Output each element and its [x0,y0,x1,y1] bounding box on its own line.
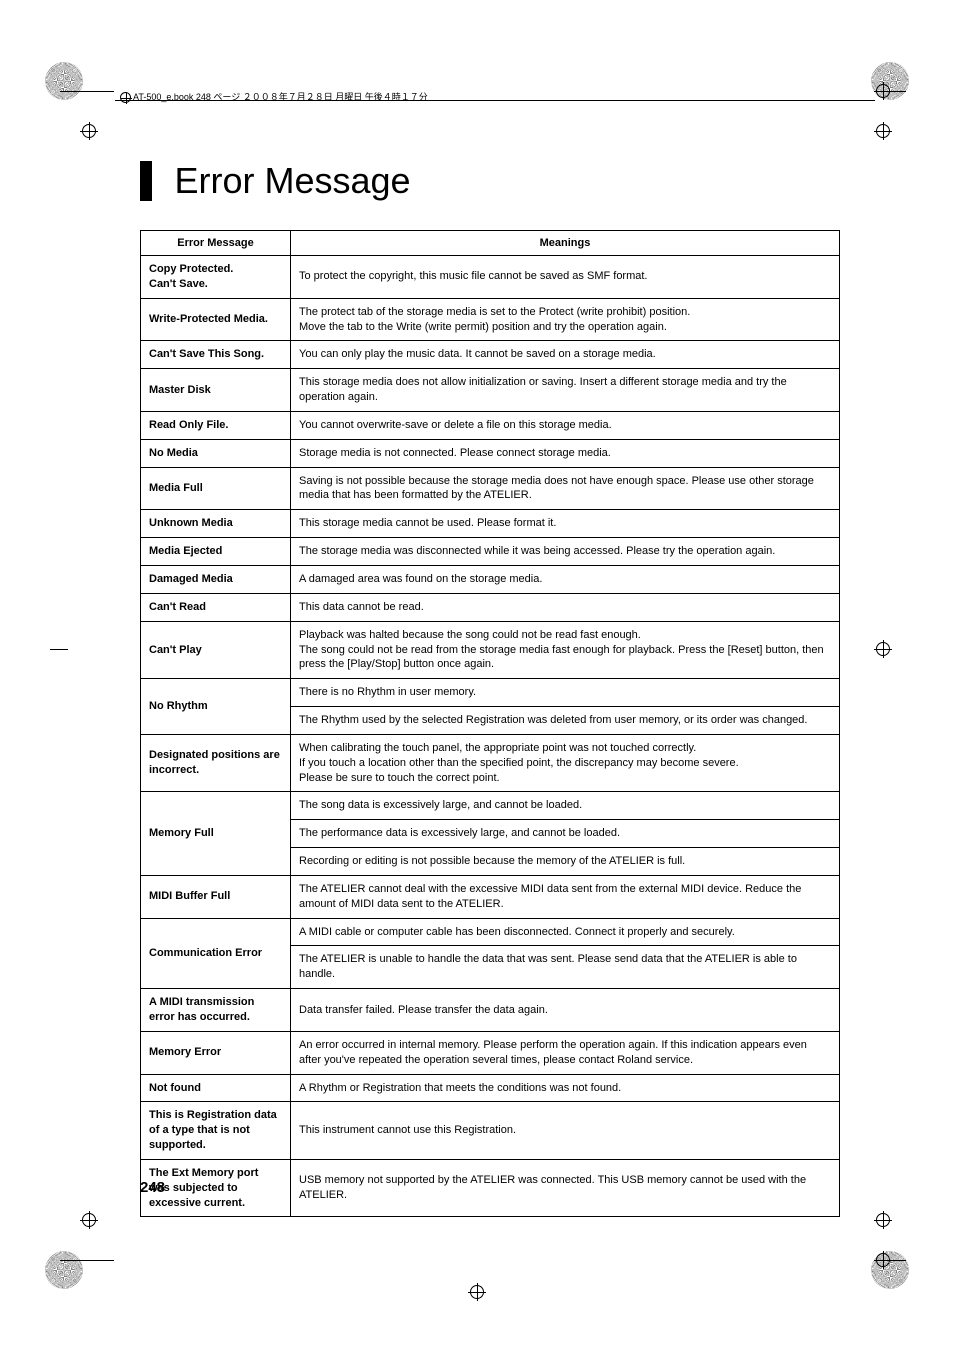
table-row: Damaged MediaA damaged area was found on… [141,565,840,593]
crop-line [60,91,114,92]
error-meaning: There is no Rhythm in user memory. [291,679,840,707]
error-label: Damaged Media [141,565,291,593]
registration-mark [40,1246,88,1294]
crop-mark [468,1283,486,1301]
error-label: Memory Full [141,792,291,876]
crop-line [878,91,906,92]
table-row: Read Only File.You cannot overwrite-save… [141,411,840,439]
error-label: Not found [141,1074,291,1102]
error-meaning: USB memory not supported by the ATELIER … [291,1159,840,1217]
crop-mark [80,122,98,140]
table-row: This is Registration data of a type that… [141,1102,840,1160]
error-meaning: A Rhythm or Registration that meets the … [291,1074,840,1102]
table-row: Media FullSaving is not possible because… [141,467,840,510]
error-meaning: The Rhythm used by the selected Registra… [291,707,840,735]
table-row: A MIDI transmission error has occurred.D… [141,989,840,1032]
error-label: This is Registration data of a type that… [141,1102,291,1160]
error-label: Media Ejected [141,538,291,566]
table-row: Can't ReadThis data cannot be read. [141,593,840,621]
crop-mark [80,1211,98,1229]
table-row: MIDI Buffer FullThe ATELIER cannot deal … [141,875,840,918]
table-row: Can't Save This Song.You can only play t… [141,341,840,369]
table-row: Not foundA Rhythm or Registration that m… [141,1074,840,1102]
error-meaning: An error occurred in internal memory. Pl… [291,1031,840,1074]
error-meaning: The storage media was disconnected while… [291,538,840,566]
error-label: Write-Protected Media. [141,298,291,341]
table-header-meaning: Meanings [291,231,840,256]
table-row: Unknown MediaThis storage media cannot b… [141,510,840,538]
registration-mark [40,57,88,105]
error-label: Media Full [141,467,291,510]
crop-mark [874,1251,892,1269]
page-number: 248 [140,1179,165,1196]
error-label: Memory Error [141,1031,291,1074]
table-row: Write-Protected Media.The protect tab of… [141,298,840,341]
table-row: No MediaStorage media is not connected. … [141,439,840,467]
table-row: Designated positions are incorrect.When … [141,734,840,792]
table-row: Memory ErrorAn error occurred in interna… [141,1031,840,1074]
table-row: Communication ErrorA MIDI cable or compu… [141,918,840,946]
table-row: Memory FullThe song data is excessively … [141,792,840,820]
error-meaning: The song data is excessively large, and … [291,792,840,820]
header-rule [115,100,875,101]
error-label: Communication Error [141,918,291,989]
error-meaning: This instrument cannot use this Registra… [291,1102,840,1160]
page-content: Error Message Error Message Meanings Cop… [140,160,840,1217]
crop-mark [874,122,892,140]
error-meaning: The ATELIER cannot deal with the excessi… [291,875,840,918]
error-label: No Media [141,439,291,467]
error-meaning: When calibrating the touch panel, the ap… [291,734,840,792]
error-meaning: Recording or editing is not possible bec… [291,848,840,876]
error-meaning: This storage media cannot be used. Pleas… [291,510,840,538]
error-label: MIDI Buffer Full [141,875,291,918]
crop-mark [874,640,892,658]
error-meaning: Saving is not possible because the stora… [291,467,840,510]
error-label: Unknown Media [141,510,291,538]
error-meaning: This data cannot be read. [291,593,840,621]
crop-mark [874,1211,892,1229]
header-metadata: AT-500_e.book 248 ページ ２００８年７月２８日 月曜日 午後４… [120,90,428,103]
table-row: Copy Protected. Can't Save.To protect th… [141,256,840,299]
error-label: A MIDI transmission error has occurred. [141,989,291,1032]
title-bar: Error Message [140,160,840,202]
error-meaning: The protect tab of the storage media is … [291,298,840,341]
page-title: Error Message [174,160,410,202]
header-text: AT-500_e.book 248 ページ ２００８年７月２８日 月曜日 午後４… [133,92,428,102]
error-meaning: You cannot overwrite-save or delete a fi… [291,411,840,439]
error-label: Can't Save This Song. [141,341,291,369]
error-meaning: Storage media is not connected. Please c… [291,439,840,467]
error-label: Can't Play [141,621,291,679]
error-meaning: A damaged area was found on the storage … [291,565,840,593]
crop-line [60,1260,114,1261]
table-header-error: Error Message [141,231,291,256]
crop-mark [50,640,68,658]
table-row: Master DiskThis storage media does not a… [141,369,840,412]
error-meaning: Playback was halted because the song cou… [291,621,840,679]
error-meaning: Data transfer failed. Please transfer th… [291,989,840,1032]
table-row: Media EjectedThe storage media was disco… [141,538,840,566]
table-row: The Ext Memory port was subjected to exc… [141,1159,840,1217]
error-label: Can't Read [141,593,291,621]
error-label: Read Only File. [141,411,291,439]
error-message-table: Error Message Meanings Copy Protected. C… [140,230,840,1217]
crop-line [878,1260,906,1261]
table-row: Can't PlayPlayback was halted because th… [141,621,840,679]
error-label: Copy Protected. Can't Save. [141,256,291,299]
error-label: No Rhythm [141,679,291,735]
error-meaning: A MIDI cable or computer cable has been … [291,918,840,946]
error-meaning: To protect the copyright, this music fil… [291,256,840,299]
error-meaning: The ATELIER is unable to handle the data… [291,946,840,989]
error-label: Master Disk [141,369,291,412]
error-meaning: The performance data is excessively larg… [291,820,840,848]
error-meaning: You can only play the music data. It can… [291,341,840,369]
table-row: No RhythmThere is no Rhythm in user memo… [141,679,840,707]
error-label: Designated positions are incorrect. [141,734,291,792]
error-meaning: This storage media does not allow initia… [291,369,840,412]
title-marker [140,161,152,201]
